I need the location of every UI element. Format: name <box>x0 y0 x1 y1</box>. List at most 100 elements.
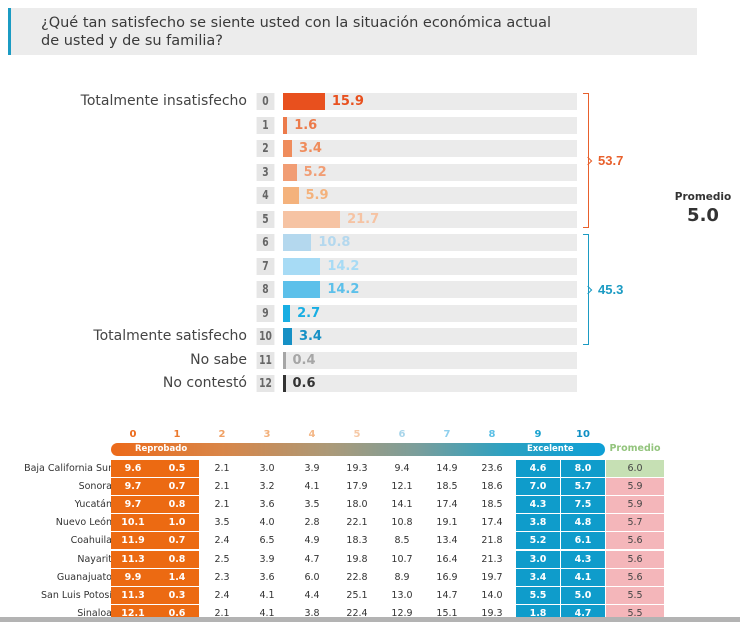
column-header: 8 <box>488 429 496 440</box>
table-cell: 8.9 <box>394 571 410 583</box>
promedio-cell: 5.5 <box>606 586 664 604</box>
table-cell: 9.4 <box>394 463 410 474</box>
promedio-cell: 5.6 <box>606 550 664 568</box>
table-cell: 2.1 <box>214 481 230 493</box>
column-header: 0 <box>129 429 137 440</box>
group-total-label: 45.3 <box>598 281 624 297</box>
table-cell: 4.7 <box>304 553 320 565</box>
bar-track <box>283 258 577 275</box>
table-cell: 14.0 <box>481 589 503 601</box>
category-tick-label: 7 <box>256 258 275 275</box>
category-tick-label: 0 <box>256 93 275 110</box>
bar-track <box>283 328 577 345</box>
column-header: 1 <box>173 429 181 440</box>
scale-label-excelente: Excelente <box>527 444 574 454</box>
promedio-cell: 5.6 <box>606 532 664 550</box>
table-cell: 18.3 <box>346 535 368 547</box>
table-cell: 9.9 <box>111 568 155 586</box>
bar <box>283 234 312 251</box>
table-cell: 3.2 <box>259 481 275 493</box>
table-cell: 4.1 <box>304 481 320 493</box>
table-row: Nayarit 11.3 0.8 2.5 3.9 4.7 19.8 10.7 16.4 21.3 3… <box>0 550 740 569</box>
bar-track <box>283 234 577 251</box>
average-value: 5.0 <box>687 205 719 226</box>
table-cell: 3.9 <box>304 463 320 474</box>
bar <box>283 328 292 345</box>
column-header: 9 <box>534 429 542 440</box>
table-cell: 13.4 <box>436 535 458 547</box>
table-cell: 14.7 <box>436 589 458 601</box>
table-cell: 2.1 <box>214 463 230 474</box>
promedio-cell: 5.7 <box>606 514 664 532</box>
table-cell: 13.0 <box>391 589 413 601</box>
table-row: Coahuila 11.9 0.7 2.4 6.5 4.9 18.3 8.5 13.4 21.8 5… <box>0 532 740 550</box>
table-cell: 19.7 <box>481 571 503 583</box>
table-cell: 11.9 <box>111 532 155 550</box>
state-name: San Luis Potosí <box>41 589 112 601</box>
category-tick-label: 4 <box>256 187 275 204</box>
state-name: Baja California Sur <box>24 463 112 474</box>
bar-track <box>283 305 577 322</box>
table-cell: 21.8 <box>481 535 503 547</box>
table-cell: 18.5 <box>436 481 458 493</box>
bar-track <box>283 164 577 181</box>
promedio-cell: 5.9 <box>606 496 664 514</box>
table-cell: 2.4 <box>214 535 230 547</box>
table-row: Guanajuato 9.9 1.4 2.3 3.6 6.0 22.8 8.9 16.9 19.7… <box>0 568 740 587</box>
table-cell: 0.8 <box>155 496 199 514</box>
table-cell: 5.5 <box>516 586 560 604</box>
table-cell: 10.1 <box>111 514 155 532</box>
promedio-cell: 6.0 <box>606 460 664 477</box>
table-cell: 6.0 <box>304 571 320 583</box>
table-cell: 3.6 <box>259 571 275 583</box>
bar-track <box>283 140 577 157</box>
table-row: San Luis Potosí 11.3 0.3 2.4 4.1 4.4 25.1 13.0 1… <box>0 586 740 605</box>
table-cell: 4.0 <box>259 517 275 529</box>
table-cell: 3.8 <box>516 514 560 532</box>
category-tick-label: 12 <box>256 375 275 392</box>
table-cell: 6.1 <box>561 532 605 550</box>
promedio-cell: 5.6 <box>606 568 664 586</box>
column-header: 5 <box>353 429 361 440</box>
bar <box>283 211 341 228</box>
bar-track <box>283 93 577 110</box>
table-cell: 0.8 <box>155 550 199 568</box>
table-cell: 11.3 <box>111 550 155 568</box>
question-line-1: ¿Qué tan satisfecho se siente usted con … <box>41 15 552 31</box>
table-cell: 10.7 <box>391 553 413 565</box>
table-cell: 4.1 <box>561 568 605 586</box>
bar-value-label: 14.2 <box>327 282 360 297</box>
table-cell: 22.4 <box>346 607 368 619</box>
promedio-column-header: Promedio <box>609 443 661 454</box>
table-cell: 4.9 <box>304 535 320 547</box>
bar <box>283 187 299 204</box>
bar-value-label: 2.7 <box>297 306 321 321</box>
table-cell: 23.6 <box>481 463 503 474</box>
question-box: ¿Qué tan satisfecho se siente usted con … <box>8 8 697 55</box>
table-cell: 5.2 <box>516 532 560 550</box>
group-total-label: 53.7 <box>598 152 624 168</box>
table-cell: 2.8 <box>304 517 320 529</box>
category-tick-label: 3 <box>256 164 275 181</box>
group-bracket <box>583 93 589 228</box>
table-cell: 4.1 <box>259 607 275 619</box>
row-label: No sabe <box>190 352 247 368</box>
table-cell: 14.1 <box>391 499 413 511</box>
bar-track <box>283 117 577 134</box>
table-cell: 19.3 <box>481 607 503 619</box>
state-name: Sonora <box>78 481 112 493</box>
table-cell: 18.5 <box>481 499 503 511</box>
table-cell: 3.5 <box>304 499 320 511</box>
bar <box>283 93 325 110</box>
table-cell: 2.5 <box>214 553 230 565</box>
category-tick-label: 10 <box>256 328 275 345</box>
table-cell: 7.0 <box>516 478 560 496</box>
table-cell: 3.4 <box>516 568 560 586</box>
table-row: Sonora 9.7 0.7 2.1 3.2 4.1 17.9 12.1 18.5 18.6 7.0… <box>0 478 740 496</box>
table-cell: 3.6 <box>259 499 275 511</box>
table-cell: 1.0 <box>155 514 199 532</box>
state-name: Guanajuato <box>56 571 112 583</box>
table-cell: 18.6 <box>481 481 503 493</box>
table-cell: 3.8 <box>304 607 320 619</box>
promedio-cell: 5.9 <box>606 478 664 496</box>
